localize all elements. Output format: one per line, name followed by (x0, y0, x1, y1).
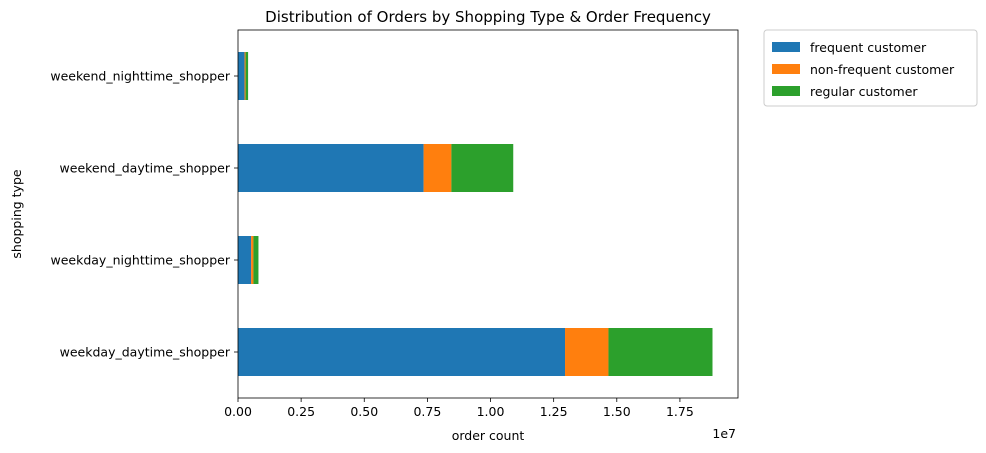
x-tick-label: 1.25 (540, 404, 568, 419)
y-tick-label: weekend_daytime_shopper (60, 161, 231, 176)
bar-weekday-nighttime-shopper-regular-customer (253, 236, 259, 284)
bar-weekday-nighttime-shopper-frequent-customer (238, 236, 252, 284)
y-axis-label: shopping type (9, 169, 24, 258)
x-tick-label: 1.00 (477, 404, 505, 419)
x-tick-label: 1.50 (603, 404, 631, 419)
legend: frequent customer non-frequent customer re… (763, 29, 978, 107)
chart-title: Distribution of Orders by Shopping Type … (265, 8, 711, 26)
y-tick-label: weekday_daytime_shopper (60, 345, 231, 360)
bar-weekday-nighttime-shopper-non-frequent-customer (251, 236, 254, 284)
x-axis: 0.00 0.25 0.50 0.75 1.00 1.25 1.50 1.75 (224, 398, 694, 419)
x-tick-label: 0.00 (224, 404, 252, 419)
x-tick-label: 1.75 (666, 404, 694, 419)
legend-label-frequent-customer: frequent customer (810, 40, 927, 55)
bar-weekend-daytime-shopper-frequent-customer (238, 144, 424, 192)
bars (238, 52, 713, 376)
legend-frame (763, 29, 978, 107)
x-tick-label: 0.25 (287, 404, 315, 419)
bar-weekend-nighttime-shopper-regular-customer (245, 52, 249, 100)
bar-weekend-nighttime-shopper-non-frequent-customer (244, 52, 246, 100)
legend-swatch-regular-customer (772, 86, 800, 96)
bar-weekday-daytime-shopper-regular-customer (608, 328, 713, 376)
bar-weekend-daytime-shopper-non-frequent-customer (423, 144, 452, 192)
x-tick-label: 0.75 (413, 404, 441, 419)
x-axis-offset-label: 1e7 (712, 426, 736, 441)
x-tick-label: 0.50 (350, 404, 378, 419)
plot-frame (237, 29, 739, 399)
bar-weekday-daytime-shopper-frequent-customer (238, 328, 566, 376)
bar-weekend-nighttime-shopper-frequent-customer (238, 52, 245, 100)
bar-weekend-daytime-shopper-regular-customer (451, 144, 514, 192)
legend-swatch-frequent-customer (772, 42, 800, 52)
legend-label-non-frequent-customer: non-frequent customer (810, 62, 955, 77)
y-tick-label: weekday_nighttime_shopper (50, 253, 230, 268)
legend-swatch-non-frequent-customer (772, 64, 800, 74)
x-axis-label: order count (452, 428, 525, 443)
legend-label-regular-customer: regular customer (810, 84, 918, 99)
y-axis: weekday_daytime_shopper weekday_nighttime… (50, 69, 238, 360)
y-tick-label: weekend_nighttime_shopper (50, 69, 230, 84)
bar-weekday-daytime-shopper-non-frequent-customer (565, 328, 609, 376)
